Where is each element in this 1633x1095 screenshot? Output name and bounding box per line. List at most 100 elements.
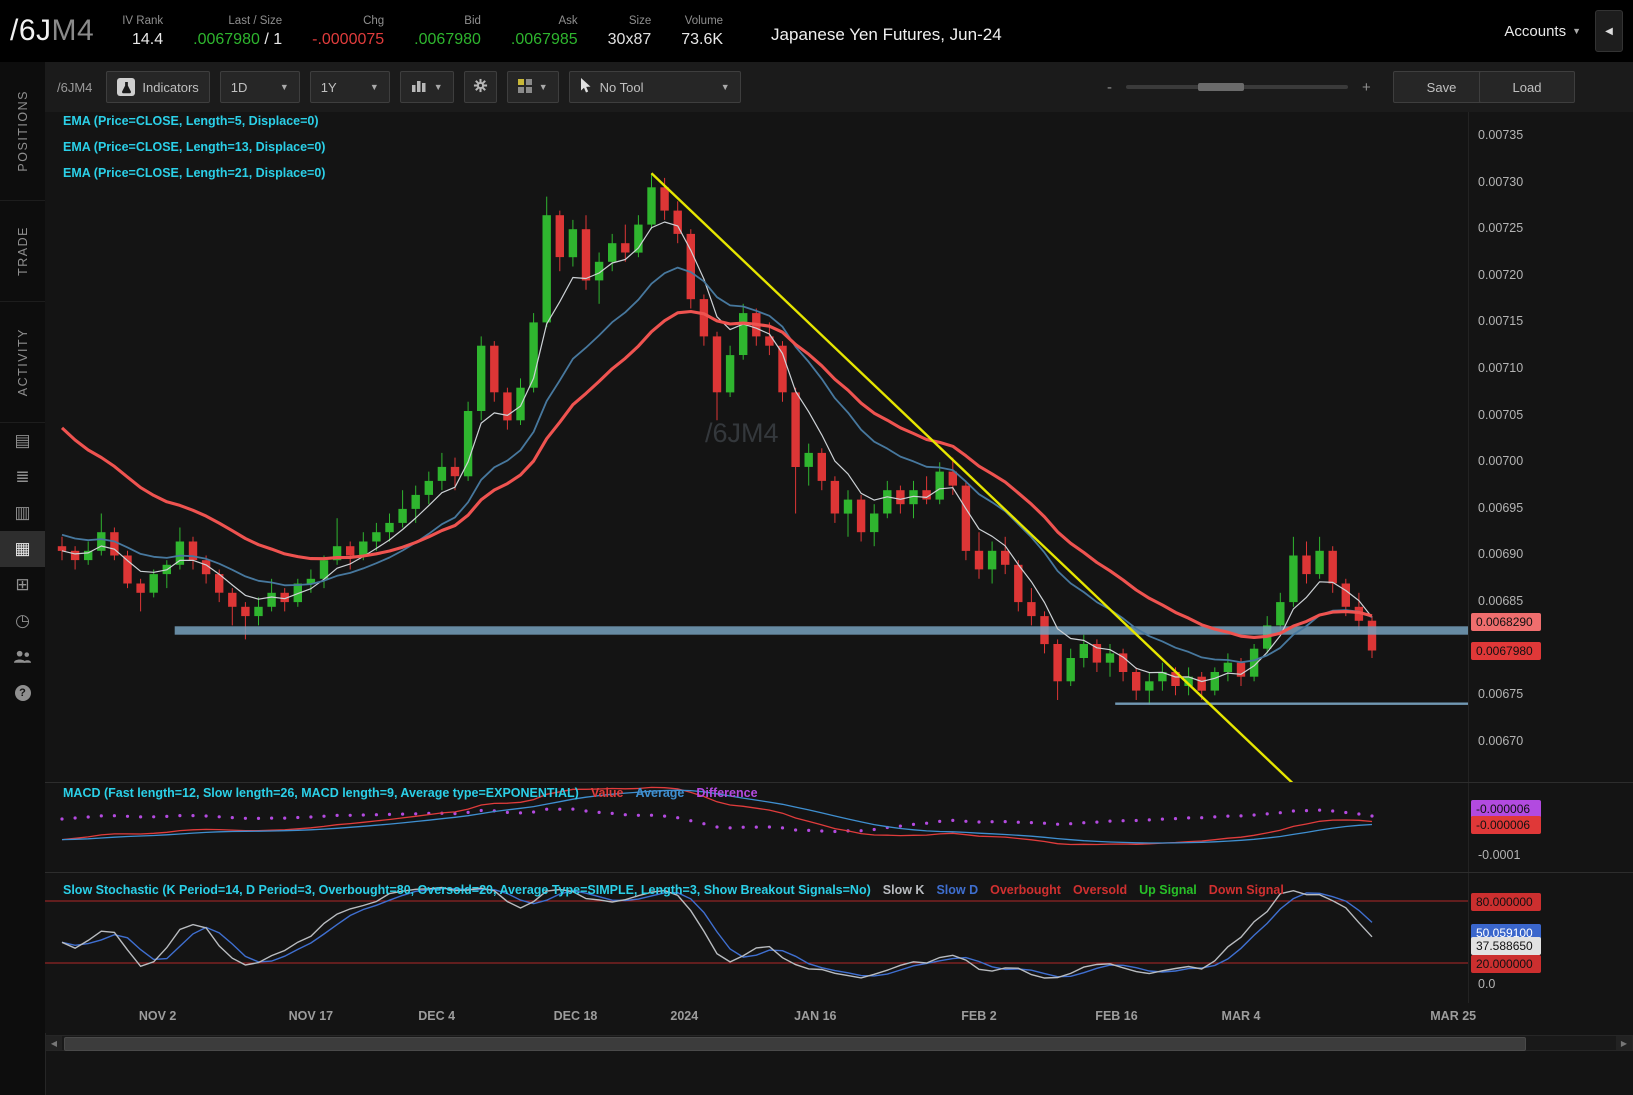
clock-icon[interactable]: ◷: [0, 603, 45, 639]
price-axis-label: 0.00735: [1478, 128, 1523, 142]
load-button[interactable]: Load: [1479, 71, 1575, 103]
stochastic-axis[interactable]: 80.00000050.05910037.58865020.0000000.0: [1468, 873, 1633, 1004]
macd-legend[interactable]: MACD (Fast length=12, Slow length=26, MA…: [63, 786, 758, 800]
chart-settings-button[interactable]: [464, 71, 497, 103]
timeframe-dropdown[interactable]: 1D ▼: [220, 71, 300, 103]
zoom-slider[interactable]: [1126, 85, 1348, 89]
bar-chart-icon: [411, 79, 427, 95]
left-sidebar: POSITIONS TRADE ACTIVITY ▤≣▥▦⊞◷?: [0, 62, 46, 1095]
price-bubble: 0.0067980: [1471, 642, 1541, 660]
scroll-left-arrow[interactable]: ◀: [46, 1036, 62, 1050]
people-icon[interactable]: [0, 639, 45, 675]
price-axis-label: 0.00710: [1478, 361, 1523, 375]
indicators-label: Indicators: [142, 80, 198, 95]
zoom-out-button[interactable]: -: [1107, 79, 1112, 96]
help-icon[interactable]: ?: [0, 675, 45, 711]
field-value: -.0000075: [312, 31, 384, 49]
ema5-legend[interactable]: EMA (Price=CLOSE, Length=5, Displace=0): [63, 114, 319, 128]
drawing-tool-dropdown[interactable]: No Tool ▼: [569, 71, 741, 103]
price-bubble: 0.0068290: [1471, 613, 1541, 631]
macd-legend-item: Value: [591, 786, 624, 800]
ema13-legend[interactable]: EMA (Price=CLOSE, Length=13, Displace=0): [63, 140, 325, 154]
header-fields: IV Rank14.4Last / Size.0067980 / 1Chg-.0…: [122, 15, 753, 49]
stochastic-legend-item: Overbought: [990, 883, 1061, 897]
price-axis-label: 0.00725: [1478, 221, 1523, 235]
symbol-month: M4: [52, 14, 95, 47]
save-button[interactable]: Save: [1393, 71, 1490, 103]
sidebar-tab-positions[interactable]: POSITIONS: [0, 62, 45, 201]
time-axis-label: FEB 16: [1095, 1009, 1137, 1023]
monitor-chart-icon[interactable]: ▥: [0, 495, 45, 531]
time-axis-label: DEC 18: [554, 1009, 598, 1023]
stochastic-legend-item: Slow D: [936, 883, 978, 897]
time-axis-label: FEB 2: [961, 1009, 996, 1023]
header-field: Chg -.0000075: [312, 15, 384, 49]
stochastic-legend[interactable]: Slow Stochastic (K Period=14, D Period=3…: [63, 883, 1284, 897]
range-dropdown[interactable]: 1Y ▼: [310, 71, 390, 103]
field-value: 30x87: [608, 31, 652, 49]
field-label: Chg: [363, 15, 384, 27]
macd-axis-label: -0.0001: [1478, 848, 1520, 862]
indicators-button[interactable]: Indicators: [106, 71, 209, 103]
stochastic-legend-item: Oversold: [1073, 883, 1127, 897]
symbol-root: /6J: [10, 14, 52, 47]
field-label: Size: [629, 15, 651, 27]
time-axis-label: JAN 16: [794, 1009, 836, 1023]
apps-grid-icon[interactable]: ⊞: [0, 567, 45, 603]
list-icon[interactable]: ≣: [0, 459, 45, 495]
price-axis-label: 0.00720: [1478, 268, 1523, 282]
stochastic-legend-item: Slow K: [883, 883, 925, 897]
header-field: Last / Size .0067980 / 1: [193, 15, 282, 49]
stochastic-bubble: 80.000000: [1471, 893, 1541, 911]
price-chart-panel: EMA (Price=CLOSE, Length=5, Displace=0) …: [45, 112, 1633, 782]
price-axis[interactable]: 0.00735 0.00730 0.00725 0.00720 0.00715 0.007…: [1468, 112, 1633, 782]
chart-style-dropdown[interactable]: ▼: [400, 71, 454, 103]
zoom-slider-handle[interactable]: [1198, 83, 1244, 91]
time-axis[interactable]: NOV 2NOV 17DEC 4DEC 182024JAN 16FEB 2FEB…: [45, 1003, 1633, 1033]
field-value: .0067980 / 1: [193, 31, 282, 49]
grid-layout-dropdown[interactable]: ▼: [507, 71, 559, 103]
zoom-in-button[interactable]: +: [1362, 79, 1371, 96]
stochastic-bubble: 20.000000: [1471, 955, 1541, 973]
scroll-right-arrow[interactable]: ▶: [1616, 1036, 1632, 1050]
macd-panel: MACD (Fast length=12, Slow length=26, MA…: [45, 782, 1633, 873]
instrument-symbol: /6JM4: [0, 14, 94, 48]
stochastic-panel: Slow Stochastic (K Period=14, D Period=3…: [45, 872, 1633, 1004]
field-label: Bid: [464, 15, 481, 27]
sidebar-icons: ▤≣▥▦⊞◷?: [0, 423, 45, 711]
field-value: 14.4: [132, 31, 163, 49]
price-chart-canvas[interactable]: /6JM4: [45, 112, 1468, 782]
sidebar-tab-activity[interactable]: ACTIVITY: [0, 302, 45, 423]
sidebar-tab-label: ACTIVITY: [16, 328, 30, 396]
header-field: Size 30x87: [608, 15, 652, 49]
stochastic-legend-item: Up Signal: [1139, 883, 1197, 897]
scrollbar-handle[interactable]: [64, 1037, 1526, 1051]
ema21-legend[interactable]: EMA (Price=CLOSE, Length=21, Displace=0): [63, 166, 325, 180]
header-bar: /6JM4 IV Rank14.4Last / Size.0067980 / 1…: [0, 0, 1633, 62]
price-axis-label: 0.00715: [1478, 314, 1523, 328]
accounts-menu[interactable]: Accounts ▼: [1504, 23, 1581, 40]
price-axis-label: 0.00670: [1478, 734, 1523, 748]
spreadsheet-icon[interactable]: ▦: [0, 531, 45, 567]
drawing-tool-current: No Tool: [580, 78, 644, 96]
trading-platform-window: /6JM4 IV Rank14.4Last / Size.0067980 / 1…: [0, 0, 1633, 1095]
chart-scrollbar[interactable]: ◀ ▶: [45, 1035, 1633, 1051]
accounts-label: Accounts: [1504, 23, 1566, 40]
report-icon[interactable]: ▤: [0, 423, 45, 459]
macd-axis[interactable]: -0.0001-0.000006-0.000006: [1468, 783, 1633, 873]
sidebar-tab-trade[interactable]: TRADE: [0, 201, 45, 302]
field-value: 73.6K: [681, 31, 723, 49]
time-axis-label: 2024: [670, 1009, 698, 1023]
header-field: Bid.0067980: [414, 15, 481, 49]
macd-bubble-value: -0.000006: [1471, 816, 1541, 834]
time-axis-label: DEC 4: [418, 1009, 455, 1023]
sidebar-tab-label: TRADE: [16, 226, 30, 276]
field-label: Last / Size: [228, 15, 282, 27]
svg-text:/6JM4: /6JM4: [705, 418, 779, 448]
collapse-panel-button[interactable]: ◀: [1595, 10, 1623, 52]
price-axis-label: 0.00685: [1478, 594, 1523, 608]
chevron-down-icon: ▼: [370, 82, 379, 92]
stochastic-legend-item: Down Signal: [1209, 883, 1284, 897]
chevron-down-icon: ▼: [434, 82, 443, 92]
price-axis-label: 0.00730: [1478, 175, 1523, 189]
